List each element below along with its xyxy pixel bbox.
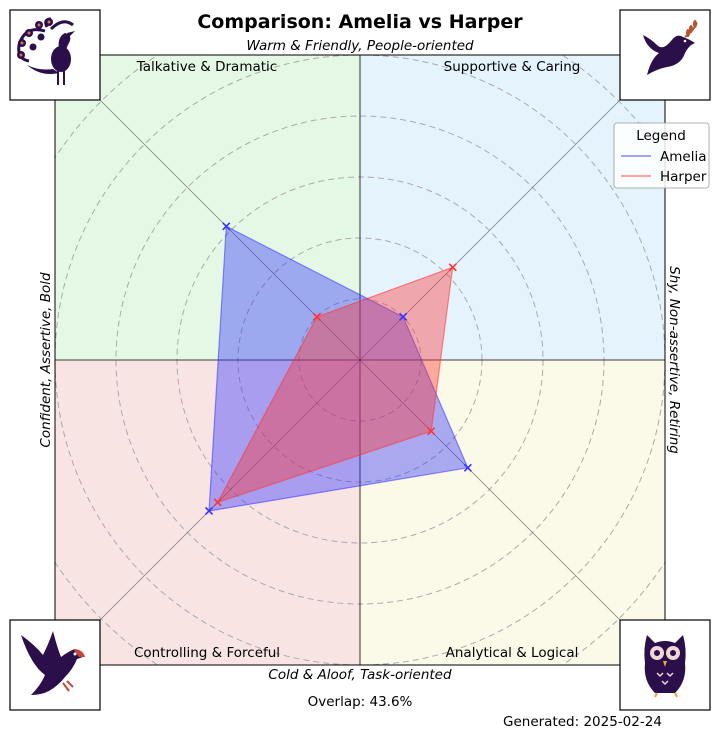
left-axis-label: Confident, Assertive, Bold (38, 272, 54, 448)
legend: Legend Amelia Harper (613, 122, 710, 189)
data-point-harper (427, 427, 436, 436)
right-axis-label: Shy, Non-assertive, Retiring (666, 266, 682, 454)
chart-title: Comparison: Amelia vs Harper (197, 11, 523, 33)
quadrant-label-bottom-left: Controlling & Forceful (134, 645, 280, 661)
legend-label-harper: Harper (660, 169, 707, 185)
eagle-icon (9, 619, 101, 711)
data-point-amelia (463, 463, 472, 472)
data-point-harper (448, 263, 457, 272)
data-point-amelia (204, 506, 214, 516)
owl-icon (619, 619, 711, 711)
bottom-axis-label: Cold & Aloof, Task-oriented (268, 667, 452, 683)
legend-box (613, 122, 710, 189)
top-axis-label: Warm & Friendly, People-oriented (246, 38, 474, 54)
legend-title: Legend (636, 128, 686, 144)
plot-frame (54, 54, 666, 666)
quadrant-label-bottom-right: Analytical & Logical (446, 645, 579, 661)
data-point-harper (312, 312, 321, 321)
quadrant-label-top-right: Supportive & Caring (444, 59, 581, 75)
data-point-amelia (399, 312, 408, 321)
overlap-text: Overlap: 43.6% (308, 694, 413, 710)
series-markers (204, 222, 472, 516)
peacock-icon (9, 9, 101, 101)
data-point-amelia (222, 222, 231, 231)
quadrant-label-top-left: Talkative & Dramatic (136, 59, 277, 75)
generated-text: Generated: 2025-02-24 (503, 714, 662, 730)
dove-icon (619, 9, 711, 101)
data-point-harper (213, 498, 222, 507)
series-polygons (208, 225, 469, 512)
legend-label-amelia: Amelia (660, 149, 706, 165)
